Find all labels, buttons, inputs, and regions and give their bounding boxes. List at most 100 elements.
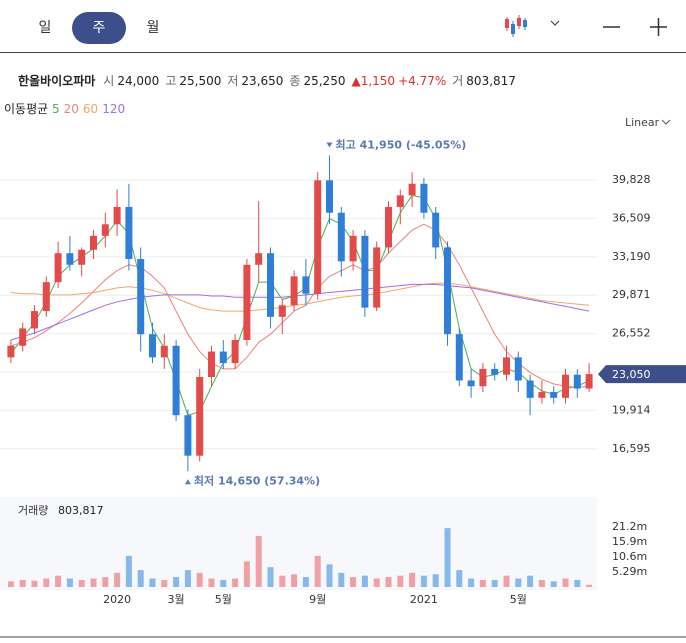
candle-body [514,357,522,381]
volume-title: 거래량 [18,504,48,517]
volume-bar [444,528,451,587]
candle-body [137,258,145,335]
candle-body [562,374,569,398]
period-day[interactable]: 일 [38,20,52,36]
volume-bar [243,561,250,587]
x-tick-label: 3월 [168,593,185,606]
change: ▲1,150 [351,74,396,88]
ma-legend-item: 20 [63,102,79,116]
candle-body [208,351,215,378]
candle-body [326,180,333,213]
candle-body [526,380,534,398]
candle-body [160,345,168,358]
candle-body [479,368,487,387]
field-value: 25,500 [179,74,222,88]
candle-body [90,235,97,250]
volume-bar [574,579,581,587]
y-tick-label: 16,595 [612,442,651,455]
period-week[interactable]: 주 [72,12,126,44]
volume-bar [456,570,463,587]
volume-bar [137,570,144,587]
y-tick-label: 19,914 [612,403,651,416]
volume-bar [196,572,203,587]
candle-body [101,224,109,236]
volume-bar [279,575,286,587]
x-tick-label: 5월 [510,593,527,606]
volume-bar [432,574,439,587]
candle-body [573,374,581,389]
volume-bar [125,555,132,587]
volume-bar [7,581,14,587]
field-label: 저 [227,74,239,88]
volume-bar [562,578,569,587]
volume-tick-label: 15.9m [612,535,647,548]
volume-bar [55,575,62,587]
volume-bar [90,578,97,587]
toolbar: 일 주 월 [0,0,686,53]
volume-bar [184,570,191,587]
x-tick-label: 2021 [410,593,438,606]
volume-bar [373,578,380,587]
volume-bar [586,584,593,587]
volume-bar [468,578,475,587]
volume-panel [0,497,597,590]
dropdown[interactable] [550,20,560,26]
period-month[interactable]: 월 [146,20,160,36]
candle-body [54,253,62,283]
ma-legend-item: 120 [102,102,126,116]
volume-label: 거 [452,74,464,88]
candle-body [231,339,239,364]
y-tick-label: 36,509 [612,211,651,224]
candle-body [396,195,404,207]
candle-body [503,357,510,375]
toolbar-icons [505,15,667,37]
y-tick-label: 29,871 [612,288,651,301]
annotation: 최저 14,650 (57.34%) [194,473,320,487]
annotation-arrow [326,142,333,148]
candle-body [78,249,86,265]
volume-bar [491,579,498,587]
candle-body [31,311,38,329]
price-tag-label: 23,050 [612,368,651,381]
candle-body [314,180,322,294]
volume-tick-label: 21.2m [612,520,647,533]
volume-bar [338,572,345,587]
candle-body [538,392,546,398]
candle-body [467,380,475,387]
candle-body [184,415,192,456]
candle-body [172,345,180,416]
candle-body [302,276,310,294]
annotation: 최고 41,950 (-45.05%) [336,137,467,151]
volume-bar [385,577,392,587]
volume-bar [302,577,309,587]
volume-bar [149,578,156,587]
scale-mode[interactable]: Linear [625,116,660,129]
volume-bar [420,575,427,587]
candle-body [420,183,428,213]
candle-body [444,247,451,335]
candle-body [19,328,27,346]
volume-bar [538,579,545,587]
candle-body [432,212,440,248]
annotation-arrow [184,479,191,485]
zoom-in[interactable] [650,18,667,36]
volume-bar [161,579,168,587]
chart-type-icon[interactable] [505,15,527,37]
scale-dropdown[interactable] [661,119,671,125]
field-label: 종 [289,74,301,88]
volume-bar [43,578,50,587]
volume-bar [326,564,333,587]
field-value: 25,250 [303,74,346,88]
volume-bar [291,574,298,587]
candle-body [219,351,227,364]
quote-header: 한올바이오파마 시 24,000 고 25,500 저 23,650 종 25,250 ▲1,15… [18,72,519,89]
candle-body [255,253,263,265]
ma-line [10,282,590,312]
ma-line [10,283,590,341]
volume-tick-label: 10.6m [612,550,647,563]
y-tick-label: 26,552 [612,327,651,340]
change-pct: +4.77% [398,74,447,88]
stock-name: 한올바이오파마 [18,74,96,88]
volume-bar [114,572,121,587]
